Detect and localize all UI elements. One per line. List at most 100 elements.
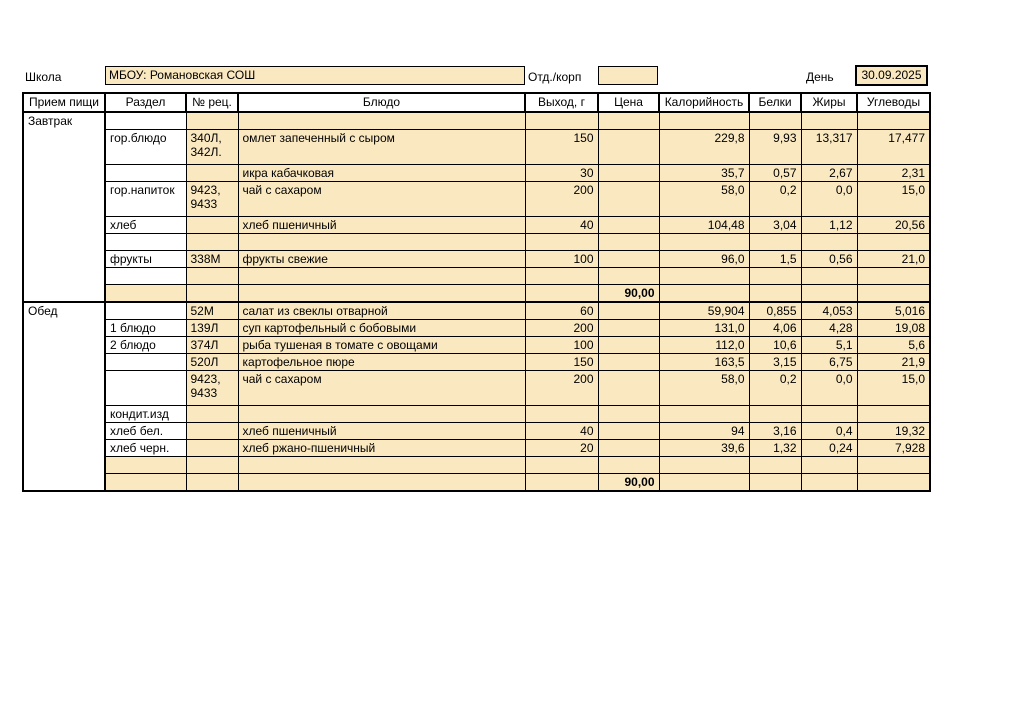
out-cell[interactable] [524,455,599,474]
price-cell[interactable] [597,455,660,474]
carb-cell[interactable] [856,283,931,302]
rec-cell[interactable]: 139Л [185,318,239,337]
dish-cell[interactable] [237,111,526,130]
day-date-input[interactable]: 30.09.2025 [855,65,928,86]
dish-cell[interactable]: чай с сахаром [237,369,526,406]
price-cell[interactable] [597,180,660,217]
cal-cell[interactable]: 39,6 [658,438,750,457]
prot-cell[interactable]: 1,5 [748,249,802,268]
out-cell[interactable]: 30 [524,163,599,182]
price-cell[interactable] [597,335,660,354]
fat-cell[interactable] [800,232,858,251]
carb-cell[interactable]: 17,477 [856,128,931,165]
dish-cell[interactable]: суп картофельный с бобовыми [237,318,526,337]
dish-cell[interactable] [237,283,526,302]
cal-cell[interactable]: 94 [658,421,750,440]
rec-cell[interactable] [185,215,239,234]
prot-cell[interactable]: 0,855 [748,300,802,320]
out-cell[interactable]: 150 [524,352,599,371]
carb-cell[interactable]: 5,016 [856,300,931,320]
price-cell[interactable] [597,421,660,440]
prot-cell[interactable]: 3,04 [748,215,802,234]
razdel-cell[interactable] [104,283,187,302]
price-cell[interactable] [597,232,660,251]
dish-cell[interactable] [237,232,526,251]
rec-cell[interactable]: 520Л [185,352,239,371]
carb-cell[interactable]: 15,0 [856,180,931,217]
fat-cell[interactable] [800,455,858,474]
price-cell[interactable] [597,111,660,130]
price-cell[interactable] [597,352,660,371]
dish-cell[interactable] [237,266,526,285]
dish-cell[interactable]: хлеб пшеничный [237,215,526,234]
out-cell[interactable] [524,472,599,491]
rec-cell[interactable]: 9423, 9433 [185,369,239,406]
rec-cell[interactable] [185,283,239,302]
dish-cell[interactable] [237,455,526,474]
fat-cell[interactable] [800,472,858,491]
carb-cell[interactable] [856,266,931,285]
dish-cell[interactable]: салат из свеклы отварной [237,300,526,320]
out-cell[interactable]: 20 [524,438,599,457]
dish-cell[interactable]: чай с сахаром [237,180,526,217]
out-cell[interactable]: 200 [524,180,599,217]
fat-cell[interactable]: 0,24 [800,438,858,457]
out-cell[interactable] [524,266,599,285]
dish-cell[interactable]: картофельное пюре [237,352,526,371]
carb-cell[interactable] [856,472,931,491]
cal-cell[interactable]: 35,7 [658,163,750,182]
prot-cell[interactable]: 3,15 [748,352,802,371]
fat-cell[interactable]: 0,4 [800,421,858,440]
cal-cell[interactable] [658,283,750,302]
dish-cell[interactable]: икра кабачковая [237,163,526,182]
rec-cell[interactable]: 338М [185,249,239,268]
prot-cell[interactable] [748,111,802,130]
prot-cell[interactable]: 4,06 [748,318,802,337]
prot-cell[interactable]: 3,16 [748,421,802,440]
price-cell[interactable] [597,438,660,457]
price-cell[interactable] [597,266,660,285]
out-cell[interactable]: 60 [524,300,599,320]
out-cell[interactable]: 200 [524,318,599,337]
cal-cell[interactable] [658,111,750,130]
fat-cell[interactable] [800,111,858,130]
price-cell[interactable] [597,318,660,337]
fat-cell[interactable]: 2,67 [800,163,858,182]
cal-cell[interactable]: 163,5 [658,352,750,371]
dept-corp-input[interactable] [598,66,658,85]
carb-cell[interactable] [856,232,931,251]
fat-cell[interactable] [800,266,858,285]
price-cell[interactable] [597,163,660,182]
price-cell[interactable]: 90,00 [597,283,660,302]
price-cell[interactable] [597,300,660,320]
rec-cell[interactable] [185,266,239,285]
rec-cell[interactable] [185,472,239,491]
cal-cell[interactable] [658,232,750,251]
fat-cell[interactable]: 5,1 [800,335,858,354]
cal-cell[interactable]: 229,8 [658,128,750,165]
cal-cell[interactable]: 112,0 [658,335,750,354]
out-cell[interactable]: 100 [524,335,599,354]
cal-cell[interactable]: 59,904 [658,300,750,320]
prot-cell[interactable]: 1,32 [748,438,802,457]
cal-cell[interactable]: 96,0 [658,249,750,268]
razdel-cell[interactable] [104,455,187,474]
carb-cell[interactable]: 2,31 [856,163,931,182]
rec-cell[interactable] [185,404,239,423]
out-cell[interactable] [524,232,599,251]
rec-cell[interactable] [185,421,239,440]
fat-cell[interactable]: 0,0 [800,369,858,406]
out-cell[interactable]: 100 [524,249,599,268]
rec-cell[interactable] [185,111,239,130]
prot-cell[interactable]: 0,2 [748,369,802,406]
fat-cell[interactable]: 6,75 [800,352,858,371]
cal-cell[interactable] [658,455,750,474]
prot-cell[interactable]: 0,57 [748,163,802,182]
rec-cell[interactable] [185,163,239,182]
rec-cell[interactable] [185,232,239,251]
out-cell[interactable]: 200 [524,369,599,406]
price-cell[interactable]: 90,00 [597,472,660,491]
carb-cell[interactable]: 15,0 [856,369,931,406]
rec-cell[interactable] [185,455,239,474]
price-cell[interactable] [597,249,660,268]
